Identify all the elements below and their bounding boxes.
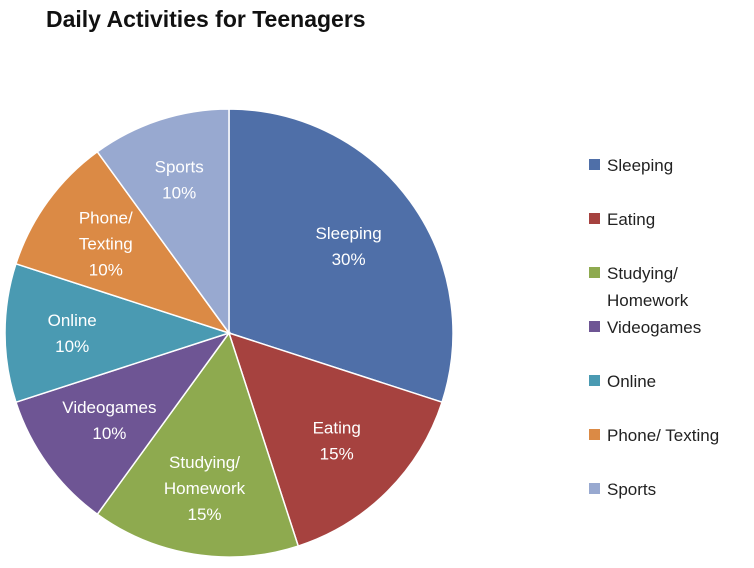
slice-label: 15% bbox=[320, 445, 354, 464]
pie-slices bbox=[4, 108, 454, 558]
slice-label: Studying/ bbox=[169, 453, 240, 472]
slice-label: Homework bbox=[164, 479, 246, 498]
legend-label: Homework bbox=[607, 291, 689, 310]
slice-label: Phone/ bbox=[79, 209, 133, 228]
legend-swatch bbox=[589, 429, 600, 440]
legend-swatch bbox=[589, 483, 600, 494]
slice-label: 10% bbox=[92, 424, 126, 443]
slice-label: Texting bbox=[79, 235, 133, 254]
pie-slice-videogames bbox=[15, 331, 231, 516]
slice-label: Videogames bbox=[62, 398, 156, 417]
legend-label: Phone/ Texting bbox=[607, 426, 719, 445]
legend-label: Eating bbox=[607, 210, 655, 229]
legend-label: Sports bbox=[607, 480, 656, 499]
legend: Sleeping Eating Studying/Homework Videogame… bbox=[589, 156, 719, 499]
slice-label: 10% bbox=[162, 184, 196, 203]
legend-label: Online bbox=[607, 372, 656, 391]
slice-labels: Sleeping 30% Eating 15% Studying/Homework 15%… bbox=[48, 158, 382, 524]
legend-swatch bbox=[589, 213, 600, 224]
pie-slice-online bbox=[4, 262, 232, 404]
legend-swatch bbox=[589, 267, 600, 278]
slice-label: 30% bbox=[332, 250, 366, 269]
slice-label: 10% bbox=[55, 337, 89, 356]
pie-slice-phone-texting bbox=[15, 150, 231, 335]
pie-slice-sleeping bbox=[228, 108, 454, 404]
slice-label: Online bbox=[48, 311, 97, 330]
slice-label: 15% bbox=[187, 505, 221, 524]
slice-label: Sleeping bbox=[316, 224, 382, 243]
legend-swatch bbox=[589, 375, 600, 386]
pie-slice-studying-homework bbox=[96, 331, 300, 558]
slice-label: Eating bbox=[313, 419, 361, 438]
chart-title: Daily Activities for Teenagers bbox=[46, 6, 366, 32]
legend-swatch bbox=[589, 321, 600, 332]
slice-label: Sports bbox=[155, 158, 204, 177]
pie-slice-sports bbox=[96, 108, 230, 336]
legend-label: Videogames bbox=[607, 318, 701, 337]
legend-label: Studying/ bbox=[607, 264, 678, 283]
slice-label: 10% bbox=[89, 261, 123, 280]
legend-label: Sleeping bbox=[607, 156, 673, 175]
legend-swatch bbox=[589, 159, 600, 170]
pie-slice-eating bbox=[227, 331, 443, 547]
